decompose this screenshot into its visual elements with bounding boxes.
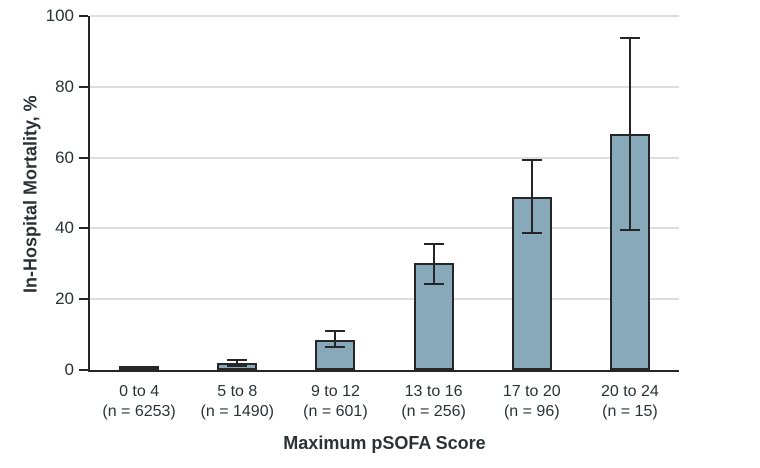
y-axis-tick: [79, 15, 88, 17]
y-axis-tick: [79, 227, 88, 230]
error-bar-cap-top: [521, 159, 542, 162]
x-category-label: 17 to 20 (n = 96): [472, 382, 592, 422]
y-axis-tick: [79, 156, 88, 159]
x-category-range: 13 to 16: [404, 383, 463, 400]
gridline-80: [90, 85, 679, 88]
x-category-range: 20 to 24: [600, 383, 659, 400]
x-category-range: 17 to 20: [502, 383, 561, 400]
x-axis-title: Maximum pSOFA Score: [283, 433, 486, 453]
x-category-n: (n = 256): [401, 403, 466, 420]
y-axis-title: In-Hospital Mortality, %: [20, 95, 41, 293]
y-tick-label: 40: [55, 218, 74, 238]
error-bar-cap-top: [423, 242, 444, 245]
x-category-label: 5 to 8 (n = 1490): [177, 382, 297, 422]
x-category-n: (n = 601): [303, 403, 368, 420]
error-bar-cap-top: [619, 36, 640, 39]
y-tick-label: 80: [55, 76, 74, 96]
error-bar-cap-top: [325, 330, 346, 333]
plot-area: [88, 15, 679, 372]
x-category-range: 9 to 12: [310, 383, 360, 400]
x-category-label: 13 to 16 (n = 256): [374, 382, 494, 422]
x-category-n: (n = 6253): [102, 403, 176, 420]
error-bar-cap-bottom: [227, 365, 248, 368]
bar-13-to-16: [413, 263, 454, 370]
error-bar-line: [236, 360, 239, 367]
x-category-n: (n = 96): [503, 403, 560, 420]
gridline-100: [90, 15, 679, 17]
x-category-range: 5 to 8: [217, 383, 258, 400]
y-tick-label: 20: [55, 289, 74, 309]
error-bar-cap-bottom: [521, 231, 542, 234]
gridline-40: [90, 227, 679, 230]
error-bar-line: [530, 160, 533, 233]
y-axis-tick: [79, 369, 88, 371]
error-bar-line: [334, 331, 337, 348]
y-tick-label: 0: [64, 360, 74, 379]
y-axis-tick: [79, 298, 88, 301]
bar-0-to-4: [119, 366, 160, 370]
error-bar-cap-bottom: [423, 282, 444, 285]
error-bar-line: [432, 243, 435, 284]
y-axis-tick: [79, 85, 88, 88]
y-tick-label: 60: [55, 147, 74, 167]
x-category-label: 9 to 12 (n = 601): [275, 382, 395, 422]
error-bar-cap-top: [227, 359, 248, 362]
x-category-range: 0 to 4: [119, 383, 160, 400]
x-category-label: 0 to 4 (n = 6253): [79, 382, 199, 422]
error-bar-cap-bottom: [619, 229, 640, 232]
x-category-label: 20 to 24 (n = 15): [570, 382, 690, 422]
error-bar-line: [628, 37, 631, 231]
gridline-60: [90, 156, 679, 159]
error-bar-cap-bottom: [325, 346, 346, 349]
gridline-20: [90, 298, 679, 301]
x-category-n: (n = 15): [602, 403, 658, 420]
x-category-n: (n = 1490): [200, 403, 274, 420]
y-tick-label: 100: [45, 6, 74, 25]
